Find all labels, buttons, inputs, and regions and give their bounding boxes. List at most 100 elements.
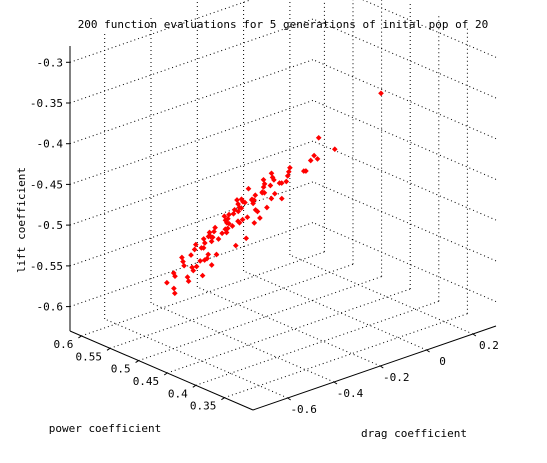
grid-line: [69, 0, 252, 63]
grid-line: [138, 276, 382, 362]
axis-layer: [69, 46, 497, 411]
data-point: [213, 251, 220, 258]
chart-title: 200 function evaluations for 5 generatio…: [78, 18, 489, 31]
data-point: [171, 290, 178, 297]
z-tick-label: -0.55: [30, 260, 63, 273]
data-point: [200, 236, 207, 242]
y-axis-label: power coefficient: [49, 422, 162, 435]
data-point: [188, 252, 194, 258]
y-tick-mark: [78, 335, 82, 339]
data-point: [199, 272, 206, 279]
x-tick-label: 0.2: [479, 339, 499, 352]
data-point: [283, 178, 290, 185]
y-tick-label: 0.6: [54, 338, 74, 351]
data-point: [172, 273, 178, 280]
grid-line: [312, 140, 497, 221]
x-tick-mark: [333, 381, 338, 385]
data-point: [204, 255, 210, 262]
data-point: [191, 246, 198, 253]
data-point: [243, 235, 250, 242]
grid-line: [312, 99, 497, 180]
data-point: [285, 168, 292, 175]
data-point: [190, 267, 197, 274]
data-point: [205, 233, 212, 240]
grid-line: [312, 59, 497, 140]
data-point: [193, 263, 200, 270]
grid-line: [150, 302, 335, 383]
data-point: [331, 146, 338, 153]
data-point: [244, 214, 251, 221]
grid-line: [167, 288, 411, 374]
x-tick-label: -0.4: [337, 387, 364, 400]
grid-line: [69, 181, 314, 267]
data-point: [264, 204, 270, 211]
data-point: [181, 262, 187, 269]
data-point: [206, 229, 213, 236]
y-tick-label: 0.55: [76, 350, 103, 363]
data-point: [232, 242, 239, 249]
data-point: [180, 258, 186, 265]
grid-line: [69, 99, 314, 185]
data-point: [219, 230, 225, 237]
y-tick-mark: [221, 397, 225, 401]
y-tick-mark: [163, 372, 168, 376]
x-tick-mark: [380, 365, 384, 369]
grid-line: [69, 18, 314, 104]
y-tick-mark: [106, 347, 111, 351]
grid-line: [289, 254, 474, 335]
data-point: [240, 198, 246, 205]
data-point: [315, 134, 322, 141]
x-tick-label: 0: [439, 355, 446, 368]
data-point: [164, 279, 170, 286]
data-point: [208, 238, 215, 245]
data-point: [314, 156, 321, 162]
data-point: [236, 219, 243, 226]
x-tick-mark: [287, 397, 291, 401]
grid-line: [224, 313, 468, 399]
data-point: [378, 90, 384, 97]
grid-line: [69, 140, 314, 226]
data-point: [245, 185, 252, 192]
data-point: [234, 197, 240, 203]
data-point: [257, 215, 263, 221]
data-points: [164, 90, 384, 297]
data-point: [238, 205, 245, 211]
data-point: [212, 224, 218, 231]
grid-line: [312, 222, 497, 303]
z-tick-label: -0.5: [37, 219, 64, 232]
x-tick-label: -0.6: [290, 403, 317, 416]
data-point: [223, 229, 230, 236]
z-tick-label: -0.35: [30, 97, 63, 110]
data-point: [303, 168, 309, 174]
data-point: [239, 216, 246, 223]
data-point: [231, 206, 238, 213]
data-point: [205, 251, 212, 258]
y-axis-line: [69, 330, 254, 411]
x-axis-line: [252, 325, 497, 411]
data-point: [271, 190, 278, 197]
data-point: [251, 197, 257, 203]
data-point: [307, 157, 314, 164]
data-point: [259, 189, 266, 195]
data-point: [287, 164, 293, 171]
z-tick-label: -0.6: [37, 301, 64, 314]
grid-line: [109, 263, 354, 349]
y-tick-mark: [135, 360, 139, 364]
z-tick-label: -0.3: [37, 56, 64, 69]
data-point: [229, 223, 236, 229]
data-point: [251, 220, 258, 226]
data-point: [278, 180, 285, 186]
grid-line: [312, 181, 497, 262]
data-point: [278, 195, 285, 202]
grid-line: [197, 286, 381, 367]
data-point: [268, 195, 275, 202]
data-point: [223, 219, 230, 226]
data-point: [192, 241, 199, 248]
x-tick-mark: [426, 349, 430, 353]
data-point: [215, 236, 222, 242]
y-tick-label: 0.45: [133, 375, 160, 388]
data-point: [271, 177, 277, 183]
data-point: [267, 182, 274, 189]
data-point: [311, 152, 317, 159]
